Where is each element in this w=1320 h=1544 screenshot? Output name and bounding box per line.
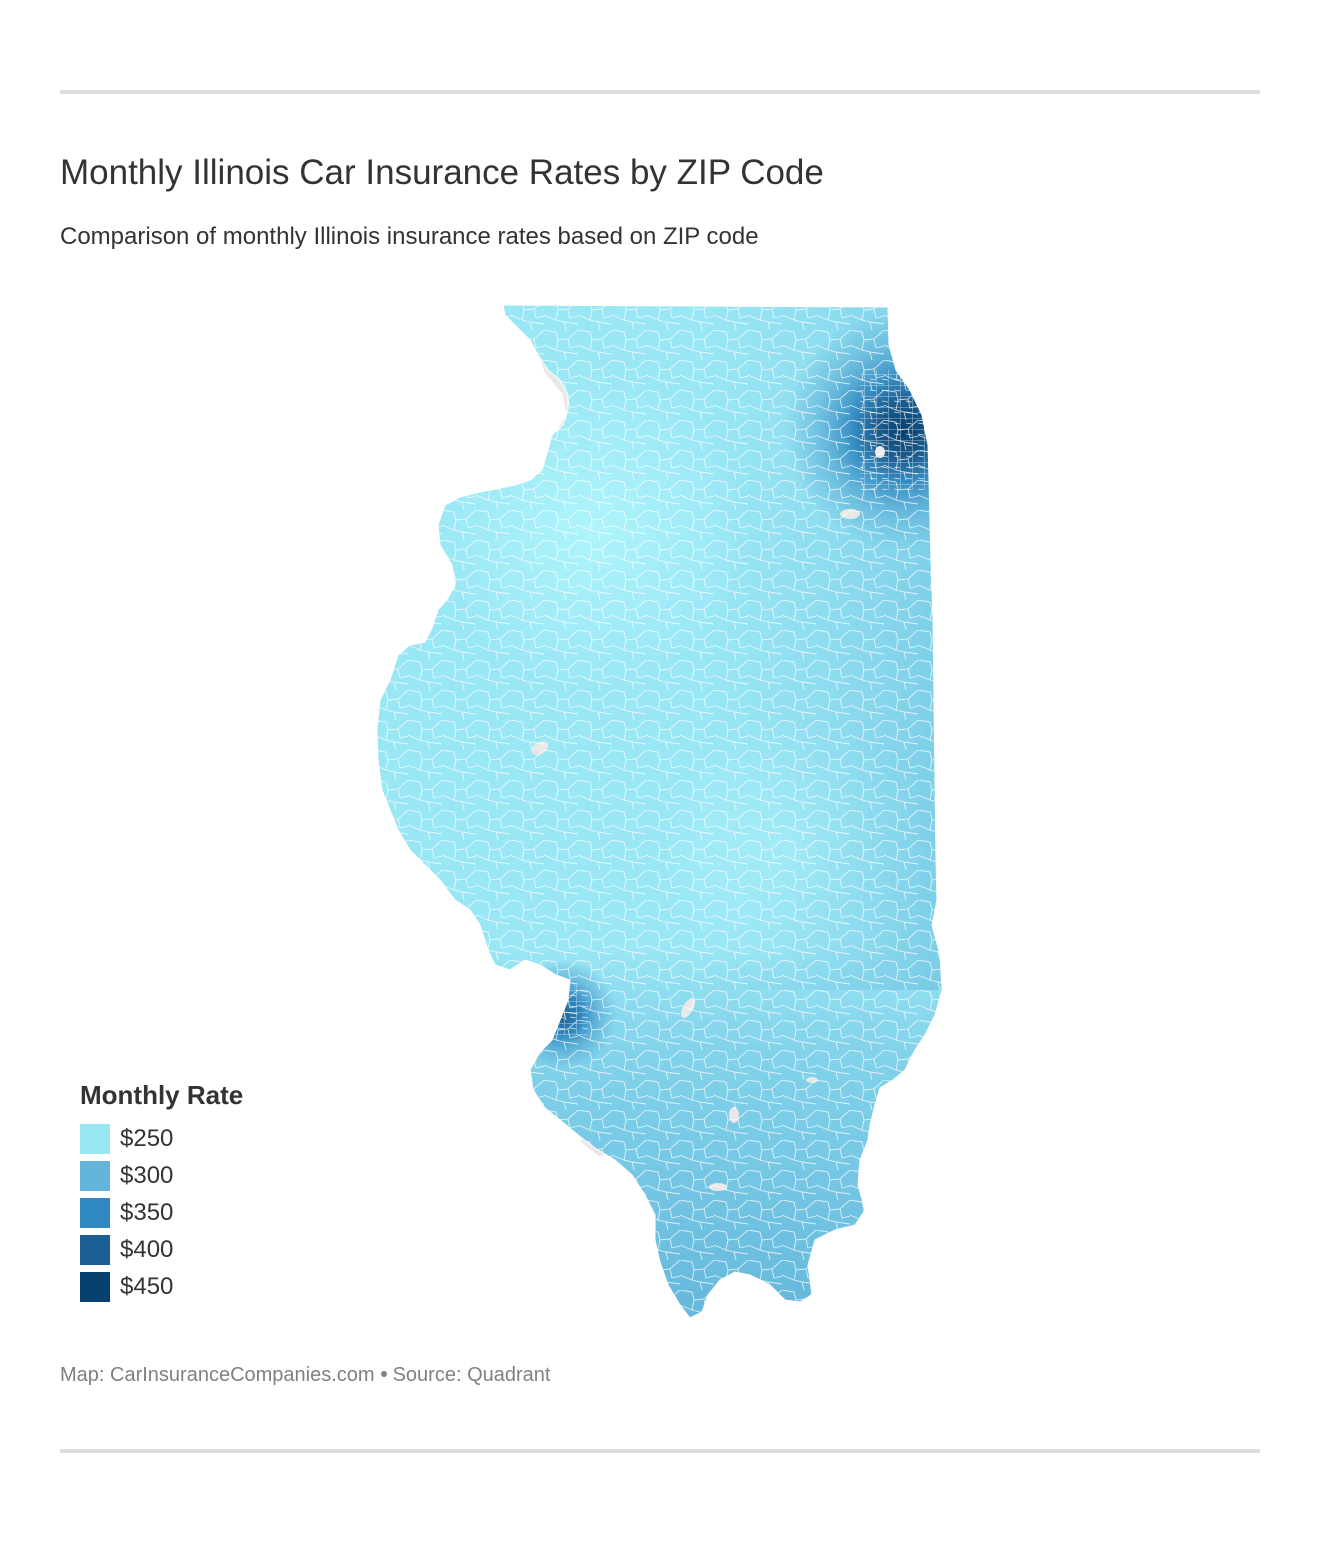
legend-swatch bbox=[80, 1198, 110, 1228]
legend-swatch bbox=[80, 1272, 110, 1302]
map-credit: Map: CarInsuranceCompanies.com bbox=[60, 1364, 375, 1386]
mississippi-river-gap bbox=[533, 337, 574, 431]
chart-title: Monthly Illinois Car Insurance Rates by … bbox=[60, 153, 824, 192]
source-credit: Source: Quadrant bbox=[392, 1364, 551, 1386]
state-outline bbox=[376, 304, 943, 1319]
legend-item-350: $350 bbox=[80, 1195, 243, 1231]
legend-item-450: $450 bbox=[80, 1269, 243, 1305]
legend-swatch bbox=[80, 1124, 110, 1154]
legend-label: $350 bbox=[120, 1199, 174, 1226]
legend: Monthly Rate $250 $300 $350 $400 $450 bbox=[80, 1080, 243, 1306]
legend-swatch bbox=[80, 1161, 110, 1191]
legend-item-400: $400 bbox=[80, 1232, 243, 1268]
legend-label: $250 bbox=[120, 1125, 174, 1152]
legend-label: $300 bbox=[120, 1162, 174, 1189]
top-divider bbox=[60, 90, 1260, 94]
legend-title: Monthly Rate bbox=[80, 1080, 244, 1110]
legend-label: $400 bbox=[120, 1236, 174, 1263]
bullet-separator-icon bbox=[380, 1371, 387, 1378]
legend-label: $450 bbox=[120, 1273, 174, 1300]
map-fill-layer bbox=[377, 305, 942, 1318]
legend-item-250: $250 bbox=[80, 1121, 243, 1157]
bottom-divider bbox=[60, 1449, 1260, 1453]
legend-swatch bbox=[80, 1235, 110, 1265]
legend-item-300: $300 bbox=[80, 1158, 243, 1194]
river-gap-south bbox=[581, 1136, 604, 1156]
chart-subtitle: Comparison of monthly Illinois insurance… bbox=[60, 223, 759, 250]
footer-credits: Map: CarInsuranceCompanies.com Source: Qu… bbox=[60, 1364, 550, 1387]
